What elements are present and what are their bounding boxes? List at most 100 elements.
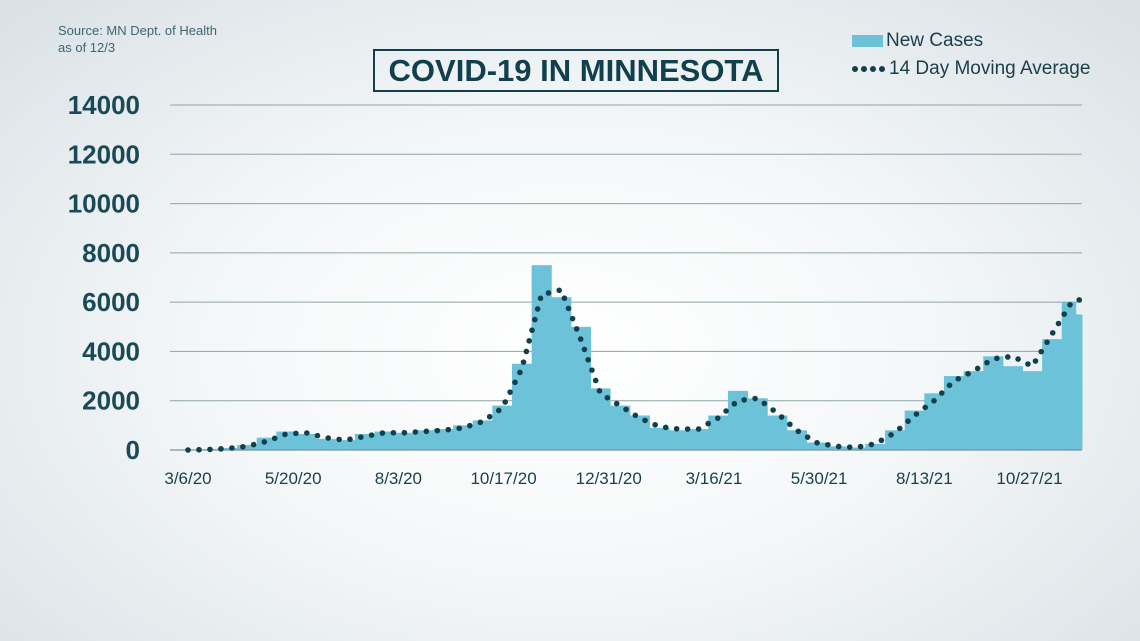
moving-average-dot xyxy=(502,399,509,405)
new-cases-bar xyxy=(551,297,572,450)
moving-average-dot xyxy=(814,439,820,446)
moving-average-dot xyxy=(517,369,523,376)
new-cases-bar xyxy=(1075,314,1083,450)
x-tick-labels: 3/6/20 5/20/20 8/3/20 10/17/20 12/31/20 3/16/… xyxy=(164,469,1062,488)
moving-average-dot xyxy=(905,418,911,424)
moving-average-dot xyxy=(652,421,658,428)
moving-average-dot xyxy=(913,411,920,417)
new-cases-bar xyxy=(472,420,493,450)
moving-average-dot xyxy=(218,446,224,452)
new-cases-bar xyxy=(1002,366,1023,450)
new-cases-bar xyxy=(315,438,336,450)
moving-average-dot xyxy=(532,316,538,323)
moving-average-dot xyxy=(1038,348,1045,355)
moving-average-dot xyxy=(922,404,929,411)
x-tick-label: 8/3/20 xyxy=(375,469,422,488)
moving-average-dot xyxy=(778,414,785,420)
moving-average-dot xyxy=(770,407,776,413)
moving-average-dot xyxy=(271,435,278,442)
moving-average-dot xyxy=(1044,339,1050,346)
y-tick-label: 0 xyxy=(126,435,140,465)
moving-average-dot xyxy=(931,398,937,404)
moving-average-dot xyxy=(857,443,864,450)
moving-average-dot xyxy=(632,412,639,419)
moving-average-dot xyxy=(282,431,288,438)
moving-average-dot xyxy=(368,432,375,438)
dotted-line-swatch-icon xyxy=(852,63,886,75)
moving-average-dot xyxy=(984,359,990,366)
new-cases-bar xyxy=(394,432,415,450)
moving-average-dot xyxy=(695,426,702,432)
legend: New Cases 14 Day Moving Average xyxy=(852,27,1090,83)
legend-item-moving-average: 14 Day Moving Average xyxy=(852,55,1090,83)
moving-average-dot xyxy=(896,425,903,432)
y-tick-label: 10000 xyxy=(68,189,140,219)
moving-average-dot xyxy=(835,443,842,450)
moving-average-dot xyxy=(412,429,419,435)
moving-average-dot xyxy=(207,446,213,453)
moving-average-dot xyxy=(1061,311,1068,317)
moving-average-dot xyxy=(731,400,738,407)
new-cases-bar xyxy=(904,410,925,450)
moving-average-dot xyxy=(314,432,321,439)
moving-average-dot xyxy=(537,295,544,302)
moving-average-dot xyxy=(495,407,502,414)
moving-average-dot xyxy=(520,359,527,365)
x-tick-label: 8/13/21 xyxy=(896,469,953,488)
moving-average-dot xyxy=(229,445,235,451)
new-cases-bar xyxy=(963,371,984,450)
as-of-line: as of 12/3 xyxy=(58,40,116,55)
moving-average-dot xyxy=(401,429,408,436)
moving-average-dot xyxy=(336,436,342,443)
moving-average-dot xyxy=(825,441,831,448)
moving-average-dot xyxy=(846,444,853,450)
moving-average-dot xyxy=(613,400,620,407)
moving-average-dot xyxy=(581,346,588,353)
moving-average-dot xyxy=(673,425,680,432)
new-cases-bar xyxy=(610,405,631,450)
moving-average-dot xyxy=(573,326,580,332)
new-cases-bar xyxy=(256,437,277,450)
legend-label-new-cases: New Cases xyxy=(886,30,984,51)
new-cases-bar xyxy=(669,430,690,450)
moving-average-dot xyxy=(1055,320,1062,327)
moving-average-dot xyxy=(196,446,202,453)
moving-average-dot xyxy=(974,365,981,372)
x-tick-label: 10/17/20 xyxy=(470,469,536,488)
moving-average-dot xyxy=(565,305,572,312)
moving-average-dot xyxy=(684,426,691,432)
new-cases-bar xyxy=(492,405,513,450)
moving-average-dot xyxy=(623,406,629,413)
new-cases-bar xyxy=(649,427,670,450)
moving-average-dot xyxy=(752,395,758,402)
moving-average-dot xyxy=(240,443,246,450)
moving-average-dot xyxy=(787,421,793,428)
moving-average-dot xyxy=(561,295,568,302)
new-cases-bar xyxy=(806,442,827,450)
y-tick-label: 14000 xyxy=(68,90,140,120)
moving-average-dot xyxy=(526,338,532,344)
y-tick-label: 2000 xyxy=(82,386,140,416)
moving-average-dot xyxy=(1067,301,1073,308)
x-tick-label: 3/6/20 xyxy=(164,469,211,488)
moving-average-dot xyxy=(723,408,729,414)
moving-average-dot xyxy=(534,306,541,312)
moving-average-dot xyxy=(423,428,430,435)
new-cases-bar xyxy=(1061,302,1077,450)
moving-average-dot xyxy=(358,434,364,440)
moving-average-dot xyxy=(512,379,518,386)
moving-average-dot xyxy=(477,419,484,426)
new-cases-bar xyxy=(217,448,238,450)
new-cases-bar xyxy=(885,430,906,450)
new-cases-bar xyxy=(767,415,788,450)
moving-average-dot xyxy=(523,348,530,355)
x-tick-label: 12/31/20 xyxy=(576,469,642,488)
y-tick-label: 8000 xyxy=(82,238,140,268)
new-cases-bar xyxy=(295,433,317,450)
moving-average-dot xyxy=(592,377,599,384)
moving-average-dot xyxy=(379,430,386,436)
chart-title: COVID-19 IN MINNESOTA xyxy=(373,49,779,92)
moving-average-dot xyxy=(662,424,669,431)
moving-average-dot xyxy=(545,290,552,296)
new-cases-bar xyxy=(1022,371,1043,450)
